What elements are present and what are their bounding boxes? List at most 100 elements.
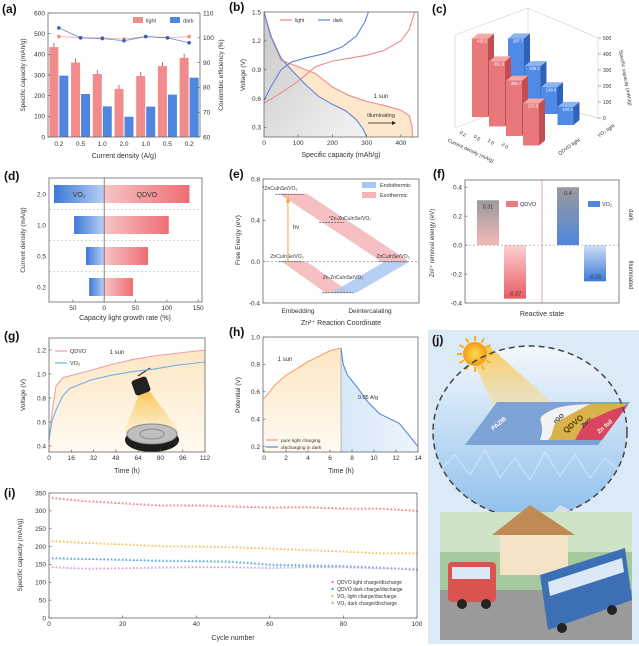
y-tick-label: 50	[39, 597, 47, 604]
y-axis-label: Voltage (V)	[20, 379, 27, 411]
data-point	[58, 539, 62, 543]
bar-vo2	[89, 278, 105, 296]
data-point	[382, 551, 386, 555]
hv-label: hν	[293, 225, 299, 231]
data-point	[62, 566, 66, 569]
data-point	[312, 563, 316, 567]
energy-level-label: ZnCuInSe/VO₂	[376, 254, 409, 260]
bar-dark	[189, 77, 199, 137]
data-point	[124, 558, 128, 561]
y-axis-label: Current density (mA/g)	[20, 207, 27, 272]
x-tick-label: 150	[193, 305, 204, 312]
wheel-icon	[607, 605, 617, 615]
data-point	[389, 507, 393, 511]
data-point	[209, 559, 213, 563]
data-point	[404, 551, 408, 555]
data-point	[342, 549, 345, 553]
x-tick-label: 100	[161, 305, 172, 312]
legend-label: Endothermic	[380, 183, 411, 189]
legend-marker	[331, 601, 334, 604]
data-point	[169, 544, 172, 548]
data-point	[194, 559, 198, 563]
y-tick-label: 0.3	[252, 125, 261, 132]
legend-swatch	[506, 201, 518, 207]
data-point	[316, 563, 320, 567]
data-point	[209, 504, 213, 507]
z-tick-label: 500	[603, 36, 612, 42]
data-point	[389, 566, 393, 570]
bar-1-1	[584, 245, 606, 282]
data-point	[102, 500, 106, 504]
sun-ray-icon	[485, 359, 492, 364]
bar-qdvo	[104, 185, 190, 203]
data-point	[161, 565, 165, 569]
state-label-dark: dark	[627, 209, 633, 222]
data-point	[102, 566, 106, 570]
data-point	[139, 543, 143, 547]
data-point	[342, 565, 345, 569]
bar3d-side	[539, 98, 545, 146]
y-tick-label: 0.2	[453, 213, 462, 220]
data-point	[84, 557, 88, 560]
data-point	[220, 565, 224, 569]
data-point	[88, 566, 91, 570]
data-point	[353, 506, 356, 510]
data-point	[146, 543, 150, 547]
y-axis-label: Zn²⁺ removal energy (eV)	[429, 209, 436, 277]
x-tick-label: 0	[47, 621, 51, 628]
data-point	[154, 544, 158, 547]
data-point	[397, 551, 400, 555]
data-point	[375, 566, 378, 570]
data-point	[77, 557, 80, 560]
data-point	[382, 507, 386, 510]
data-point	[378, 551, 382, 555]
data-point	[117, 566, 121, 570]
data-point	[272, 505, 275, 509]
panel-label: (i)	[4, 486, 15, 500]
y-tick-label: 110	[203, 10, 214, 17]
legend-label: Exothermic	[380, 193, 408, 199]
exothermic-band	[278, 193, 410, 262]
z-tick-label: 100	[603, 100, 612, 106]
data-point	[165, 544, 169, 548]
data-point	[261, 505, 264, 509]
y-axis-label: Specific capacity (mAh/g)	[17, 518, 24, 591]
bar-1-0	[557, 187, 579, 246]
y-tick-label: 0.4	[37, 443, 46, 450]
legend-swatch	[170, 17, 180, 23]
data-point	[294, 547, 297, 551]
y-tick-label: 500	[34, 31, 45, 38]
x-tick-label: 400	[395, 140, 406, 147]
x-tick-label: 0	[262, 140, 266, 147]
x-tick-label: 14	[414, 455, 422, 462]
data-point	[290, 505, 294, 509]
bar-vo2	[54, 185, 105, 203]
y-axis-label: Specific capacity (mAh/g)	[20, 38, 27, 111]
x-tick-label: 100	[412, 621, 423, 628]
data-point	[268, 563, 272, 566]
plot-frame	[48, 177, 203, 303]
annotation-rate: 0.05 A/g	[358, 395, 378, 401]
data-point	[294, 505, 297, 509]
wheel-icon	[557, 623, 567, 633]
legend-label: light	[146, 19, 157, 25]
data-point	[235, 545, 239, 549]
data-point	[257, 546, 261, 550]
data-point	[308, 505, 312, 509]
annotation-illuminating: Illuminating	[367, 113, 395, 119]
data-point	[165, 559, 169, 562]
data-point	[349, 550, 353, 553]
y-tick-label: 0.5	[37, 253, 46, 260]
data-point	[386, 566, 389, 570]
data-point	[176, 544, 180, 548]
x-tick-label: 0	[102, 305, 106, 312]
y-tick-label: 0.8	[251, 176, 260, 183]
data-point	[364, 550, 367, 554]
bar-0-0	[477, 200, 499, 246]
data-point	[327, 549, 331, 552]
data-point	[139, 566, 143, 569]
data-point	[69, 498, 73, 501]
data-point	[69, 540, 73, 544]
bar-vo2	[85, 247, 105, 265]
